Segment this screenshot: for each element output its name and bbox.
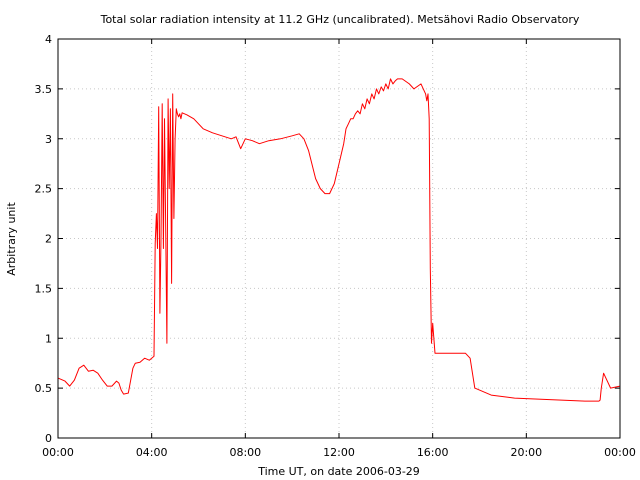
y-tick-label: 1.5 — [35, 282, 53, 295]
x-tick-label: 12:00 — [323, 446, 355, 459]
x-tick-label: 00:00 — [604, 446, 636, 459]
x-tick-label: 08:00 — [229, 446, 261, 459]
x-axis-label: Time UT, on date 2006-03-29 — [257, 465, 420, 478]
plot-frame — [57, 38, 621, 439]
series-line — [57, 78, 621, 402]
x-tick-label: 00:00 — [42, 446, 74, 459]
y-tick-labels: 0 0.5 1 1.5 2 2.5 3 3.5 4 — [35, 33, 53, 445]
y-tick-label: 0 — [45, 432, 52, 445]
x-tick-label: 20:00 — [510, 446, 542, 459]
y-tick-label: 2.5 — [35, 183, 53, 196]
x-tick-label: 04:00 — [136, 446, 168, 459]
y-tick-label: 3 — [45, 133, 52, 146]
x-tick-label: 16:00 — [417, 446, 449, 459]
y-axis-label: Arbitrary unit — [5, 202, 18, 276]
y-tick-label: 1 — [45, 332, 52, 345]
y-tick-label: 2 — [45, 233, 52, 246]
y-tick-label: 3.5 — [35, 83, 53, 96]
grid — [58, 39, 620, 438]
x-tick-labels: 00:00 04:00 08:00 12:00 16:00 20:00 00:00 — [42, 446, 636, 459]
y-tick-label: 4 — [45, 33, 52, 46]
chart-title: Total solar radiation intensity at 11.2 … — [100, 13, 580, 26]
y-tick-label: 0.5 — [35, 382, 53, 395]
series-layer — [57, 78, 621, 402]
